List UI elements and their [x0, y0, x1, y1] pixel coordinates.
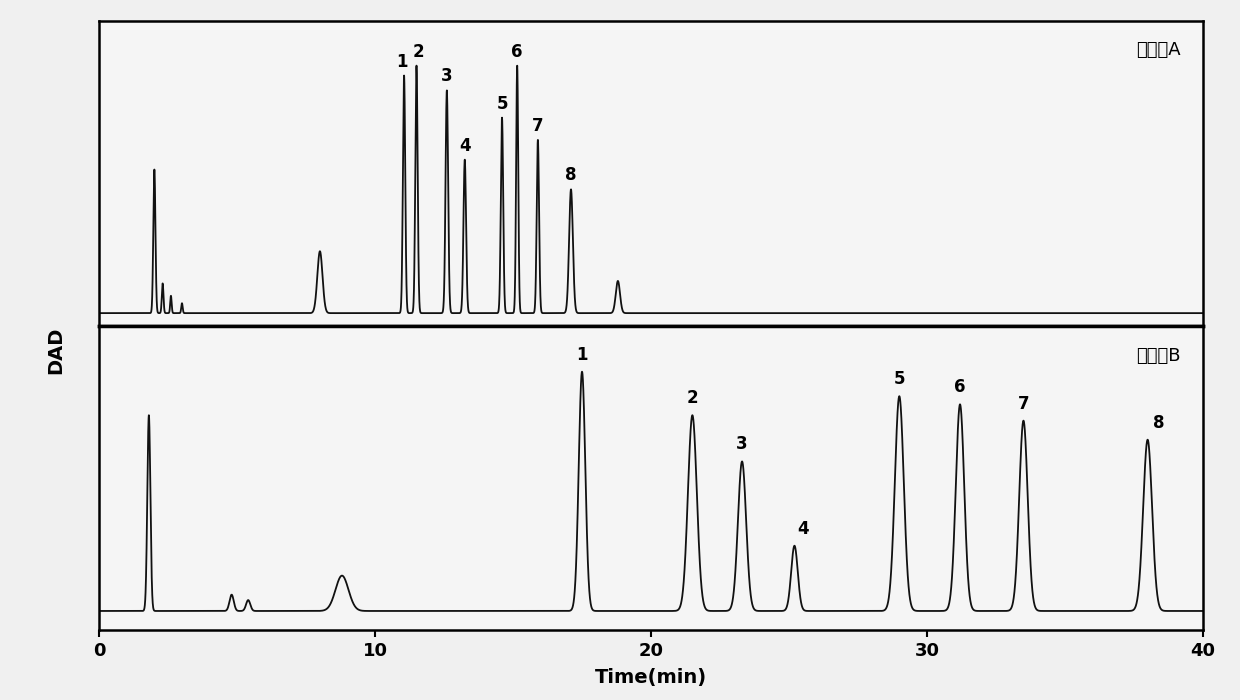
Text: 6: 6 [511, 43, 523, 61]
Text: 8: 8 [1153, 414, 1164, 431]
Text: 8: 8 [565, 167, 577, 184]
Text: 色谱柳A: 色谱柳A [1136, 41, 1180, 59]
Text: 1: 1 [397, 52, 408, 71]
Text: 2: 2 [687, 389, 698, 407]
Text: 4: 4 [459, 136, 471, 155]
Text: 6: 6 [955, 378, 966, 396]
Text: DAD: DAD [46, 326, 66, 374]
Text: 1: 1 [577, 346, 588, 363]
Text: 色谱柳B: 色谱柳B [1136, 347, 1180, 365]
Text: 5: 5 [496, 94, 507, 113]
Text: 3: 3 [441, 67, 453, 85]
Text: 5: 5 [894, 370, 905, 388]
Text: 2: 2 [413, 43, 424, 61]
Text: 7: 7 [532, 117, 543, 135]
Text: 4: 4 [797, 519, 808, 538]
X-axis label: Time(min): Time(min) [595, 668, 707, 687]
Text: 3: 3 [737, 435, 748, 454]
Text: 7: 7 [1018, 395, 1029, 412]
